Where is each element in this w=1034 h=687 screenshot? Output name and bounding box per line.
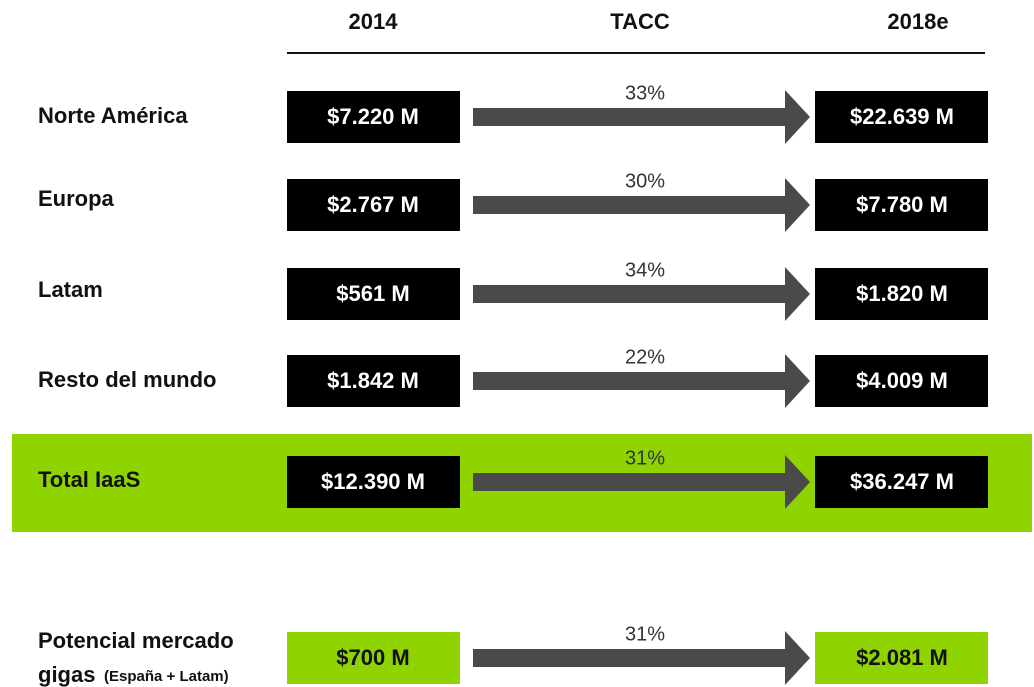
start-box xyxy=(287,91,460,143)
end-value: $4.009 M xyxy=(856,368,948,393)
start-value: $700 M xyxy=(336,645,409,670)
growth-rate: 34% xyxy=(625,259,665,281)
growth-rate: 31% xyxy=(625,623,665,645)
end-value: $7.780 M xyxy=(856,192,948,217)
end-value: $1.820 M xyxy=(856,281,948,306)
growth-rate: 30% xyxy=(625,170,665,192)
row-note: (España + Latam) xyxy=(104,668,229,685)
end-box xyxy=(815,355,988,407)
end-value: $36.247 M xyxy=(850,469,954,494)
row-label: Latam xyxy=(38,277,103,302)
start-box xyxy=(287,179,460,231)
start-box xyxy=(287,355,460,407)
end-value: $2.081 M xyxy=(856,645,948,670)
start-box xyxy=(287,632,460,684)
row-label: Total IaaS xyxy=(38,467,140,492)
row-label: Potencial mercado xyxy=(38,628,234,653)
start-value: $1.842 M xyxy=(327,368,419,393)
arrow xyxy=(473,354,810,408)
row-label: Resto del mundo xyxy=(38,367,216,392)
start-box xyxy=(287,268,460,320)
end-box xyxy=(815,632,988,684)
arrow xyxy=(473,455,810,509)
growth-rate: 22% xyxy=(625,346,665,368)
row-label: gigas xyxy=(38,662,95,687)
end-box xyxy=(815,91,988,143)
growth-rate: 33% xyxy=(625,82,665,104)
column-header: TACC xyxy=(610,9,670,34)
column-header: 2014 xyxy=(349,9,399,34)
start-value: $7.220 M xyxy=(327,104,419,129)
arrow xyxy=(473,267,810,321)
start-value: $2.767 M xyxy=(327,192,419,217)
end-box xyxy=(815,268,988,320)
start-box xyxy=(287,456,460,508)
start-value: $561 M xyxy=(336,281,409,306)
end-value: $22.639 M xyxy=(850,104,954,129)
row-label: Norte América xyxy=(38,103,188,128)
column-header: 2018e xyxy=(887,9,948,34)
row-label: Europa xyxy=(38,186,115,211)
arrow xyxy=(473,90,810,144)
end-box xyxy=(815,179,988,231)
arrow xyxy=(473,631,810,685)
growth-rate: 31% xyxy=(625,447,665,469)
end-box xyxy=(815,456,988,508)
start-value: $12.390 M xyxy=(321,469,425,494)
arrow xyxy=(473,178,810,232)
